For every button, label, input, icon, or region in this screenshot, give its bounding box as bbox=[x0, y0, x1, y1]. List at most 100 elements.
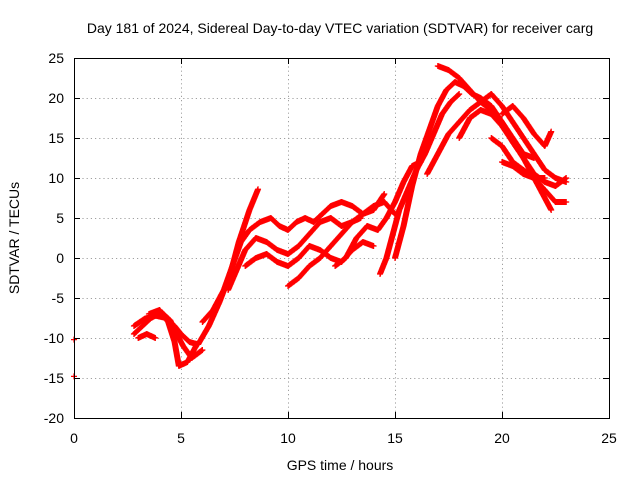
data-point bbox=[255, 186, 262, 193]
data-point bbox=[171, 339, 178, 345]
data-point bbox=[276, 223, 283, 229]
data-point bbox=[338, 223, 345, 229]
data-point bbox=[242, 263, 249, 269]
data-point bbox=[349, 203, 356, 209]
data-point bbox=[456, 135, 463, 141]
data-point bbox=[451, 79, 458, 85]
data-point bbox=[246, 207, 253, 213]
data-point bbox=[152, 335, 159, 341]
data-point bbox=[370, 243, 377, 249]
data-point bbox=[520, 115, 527, 121]
series-track-7 bbox=[242, 239, 377, 269]
data-point bbox=[130, 331, 137, 337]
data-point bbox=[359, 211, 366, 217]
data-point bbox=[306, 243, 313, 249]
data-point bbox=[327, 255, 334, 261]
data-point bbox=[499, 123, 505, 129]
data-point bbox=[445, 67, 452, 73]
data-point bbox=[252, 255, 259, 261]
data-point bbox=[400, 223, 407, 229]
data-point bbox=[327, 203, 334, 209]
data-point bbox=[409, 163, 416, 169]
data-point bbox=[338, 199, 345, 205]
data-point bbox=[541, 175, 548, 181]
data-point bbox=[520, 135, 527, 141]
data-point bbox=[267, 215, 274, 221]
data-point bbox=[130, 323, 137, 329]
data-point bbox=[364, 223, 371, 229]
x-tick-label: 0 bbox=[70, 430, 78, 446]
data-point bbox=[199, 347, 206, 353]
data-point bbox=[383, 255, 390, 261]
data-point bbox=[426, 127, 433, 133]
data-point bbox=[205, 323, 212, 329]
data-point bbox=[285, 263, 291, 269]
data-point bbox=[242, 247, 249, 253]
data-point bbox=[295, 243, 302, 249]
data-point bbox=[306, 231, 313, 237]
x-tick-label: 25 bbox=[601, 430, 617, 446]
data-point bbox=[381, 191, 388, 197]
data-point bbox=[466, 87, 473, 93]
data-point bbox=[349, 219, 356, 225]
data-point bbox=[488, 135, 495, 141]
data-point bbox=[274, 247, 281, 253]
series-track-9 bbox=[332, 159, 424, 269]
series-track-8 bbox=[285, 199, 398, 289]
y-tick-label: 0 bbox=[56, 250, 64, 266]
data-marks bbox=[71, 63, 570, 380]
data-point bbox=[509, 103, 516, 109]
data-point bbox=[541, 143, 548, 149]
axis-ticks: 0 5 10 15 20 25 -20 -15 -10 -5 0 5 10 15 20 25 bbox=[44, 50, 617, 446]
data-point bbox=[548, 128, 555, 135]
x-axis-label: GPS time / hours bbox=[287, 457, 394, 473]
data-point bbox=[541, 167, 548, 173]
data-point bbox=[306, 263, 313, 269]
data-point bbox=[252, 235, 259, 241]
series-track-6 bbox=[225, 215, 364, 293]
data-point bbox=[237, 239, 244, 245]
data-point bbox=[319, 211, 326, 217]
series-track-3 bbox=[145, 307, 199, 369]
data-point bbox=[396, 207, 403, 213]
data-point bbox=[263, 251, 270, 257]
series-track-4 bbox=[135, 331, 159, 341]
data-point bbox=[285, 283, 291, 289]
data-point bbox=[285, 251, 291, 257]
data-point bbox=[424, 171, 431, 177]
data-point bbox=[488, 91, 495, 97]
data-point bbox=[274, 259, 281, 265]
data-point bbox=[327, 243, 334, 249]
data-point bbox=[374, 227, 381, 233]
data-point bbox=[186, 339, 193, 345]
data-point bbox=[456, 91, 463, 97]
data-point bbox=[445, 131, 452, 137]
data-point bbox=[389, 231, 396, 237]
y-tick-label: -15 bbox=[44, 370, 64, 386]
data-point bbox=[531, 175, 538, 181]
data-point bbox=[477, 99, 484, 105]
data-point bbox=[145, 311, 152, 317]
data-point bbox=[156, 307, 163, 313]
data-point bbox=[520, 171, 527, 177]
y-tick-label: 10 bbox=[48, 170, 64, 186]
data-point bbox=[210, 307, 217, 313]
data-point bbox=[139, 323, 146, 329]
data-point bbox=[246, 227, 253, 233]
data-point bbox=[381, 199, 388, 205]
data-point bbox=[447, 99, 454, 105]
data-point bbox=[342, 255, 349, 261]
data-point bbox=[541, 195, 548, 201]
data-point bbox=[295, 255, 302, 261]
data-point bbox=[456, 119, 463, 125]
y-tick-label: 5 bbox=[56, 210, 64, 226]
data-point bbox=[293, 219, 300, 225]
data-point bbox=[439, 111, 446, 117]
data-point bbox=[135, 335, 142, 341]
data-point bbox=[295, 275, 302, 281]
data-point bbox=[434, 63, 441, 69]
data-point bbox=[417, 151, 424, 157]
data-point bbox=[377, 271, 384, 277]
data-point bbox=[332, 263, 339, 269]
data-point bbox=[443, 87, 450, 93]
